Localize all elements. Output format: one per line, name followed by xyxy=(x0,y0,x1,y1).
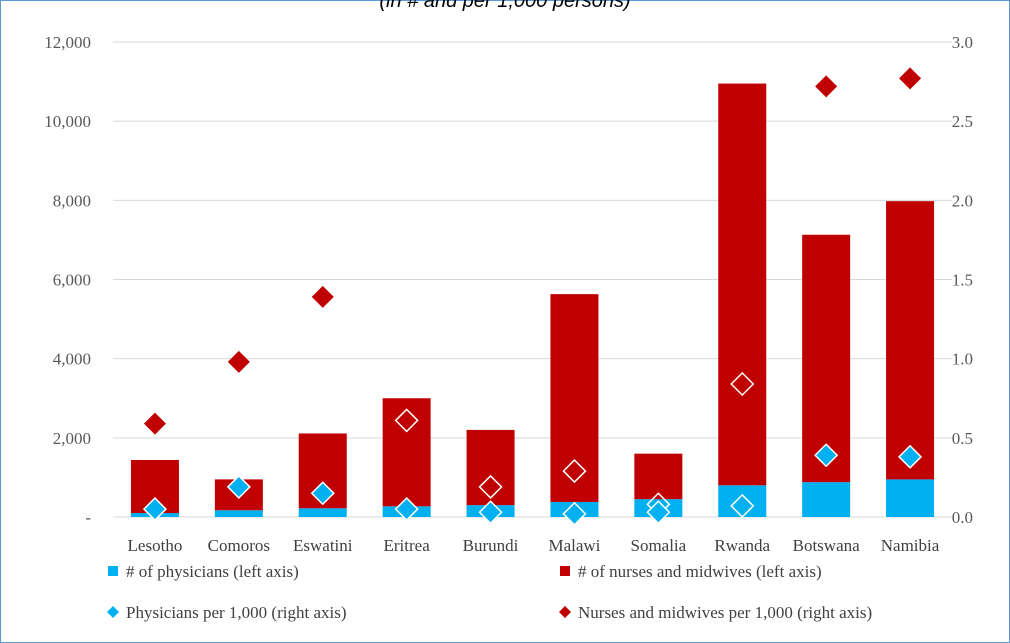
marker-nurses-per-1000 xyxy=(394,408,419,433)
legend-label: # of nurses and midwives (left axis) xyxy=(578,562,822,581)
marker-physicians-per-1000 xyxy=(394,497,419,522)
legend-label: Nurses and midwives per 1,000 (right axi… xyxy=(578,603,872,622)
legend-label: # of physicians (left axis) xyxy=(126,562,299,581)
marker-physicians-per-1000 xyxy=(897,444,923,469)
right-tick-label: 2.5 xyxy=(952,112,973,131)
left-tick-label: 12,000 xyxy=(44,33,91,52)
category-label: Rwanda xyxy=(714,536,770,555)
category-label: Namibia xyxy=(881,536,940,555)
marker-nurses-per-1000 xyxy=(730,371,755,397)
category-label: Eswatini xyxy=(293,536,353,555)
bar-physicians xyxy=(886,479,935,517)
bar-physicians xyxy=(298,508,347,517)
legend-swatch xyxy=(108,566,118,576)
marker-nurses-per-1000 xyxy=(815,75,838,98)
bar-nurses-midwives xyxy=(718,83,767,486)
bar-nurses-midwives xyxy=(466,429,515,506)
marker-physicians-per-1000 xyxy=(226,474,251,499)
marker-nurses-per-1000 xyxy=(562,459,587,484)
left-tick-label: 6,000 xyxy=(53,271,91,290)
category-label: Somalia xyxy=(630,536,686,555)
right-tick-label: 1.0 xyxy=(952,350,973,369)
marker-physicians-per-1000 xyxy=(646,500,671,525)
bar-nurses-midwives xyxy=(886,201,935,480)
marker-physicians-per-1000 xyxy=(814,443,839,468)
left-tick-label: 4,000 xyxy=(53,350,91,369)
marker-physicians-per-1000 xyxy=(478,500,503,525)
bar-nurses-midwives xyxy=(550,294,599,502)
category-label: Malawi xyxy=(548,536,600,555)
legend-swatch xyxy=(560,566,570,576)
category-label: Eritrea xyxy=(384,536,431,555)
marker-physicians-per-1000 xyxy=(562,501,587,526)
bar-nurses-midwives xyxy=(802,234,851,483)
legend: # of physicians (left axis) # of nurses a… xyxy=(107,562,872,622)
marker-physicians-per-1000 xyxy=(730,493,755,518)
bars xyxy=(130,83,935,517)
marker-nurses-per-1000 xyxy=(899,67,922,90)
right-tick-label: 0.5 xyxy=(952,429,973,448)
marker-nurses-per-1000 xyxy=(227,350,250,373)
marker-nurses-per-1000 xyxy=(311,285,334,308)
category-label: Botswana xyxy=(793,536,861,555)
bar-physicians xyxy=(214,510,263,517)
bar-physicians xyxy=(802,482,851,517)
marker-nurses-per-1000 xyxy=(478,474,503,499)
marker-nurses-per-1000 xyxy=(143,412,166,435)
legend-swatch xyxy=(107,606,119,618)
bar-nurses-midwives xyxy=(382,398,431,507)
left-tick-label: 8,000 xyxy=(53,191,91,210)
left-tick-label: - xyxy=(85,508,91,527)
left-tick-label: 2,000 xyxy=(53,429,91,448)
legend-label: Physicians per 1,000 (right axis) xyxy=(126,603,347,622)
right-tick-label: 2.0 xyxy=(952,191,973,210)
category-label: Comoros xyxy=(208,536,270,555)
markers xyxy=(142,67,923,526)
axes: - 2,000 4,000 6,000 8,000 10,000 12,000 0.0 0.5 1… xyxy=(44,33,973,555)
right-tick-label: 3.0 xyxy=(952,33,973,52)
category-label: Lesotho xyxy=(128,536,183,555)
chart-subtitle: (in # and per 1,000 persons) xyxy=(379,0,631,12)
category-label: Burundi xyxy=(463,536,519,555)
right-tick-label: 1.5 xyxy=(952,271,973,290)
legend-swatch xyxy=(559,606,571,618)
bar-nurses-midwives xyxy=(634,453,683,500)
right-tick-label: 0.0 xyxy=(952,508,973,527)
marker-physicians-per-1000 xyxy=(142,497,168,522)
left-tick-label: 10,000 xyxy=(44,112,91,131)
marker-physicians-per-1000 xyxy=(310,481,335,506)
